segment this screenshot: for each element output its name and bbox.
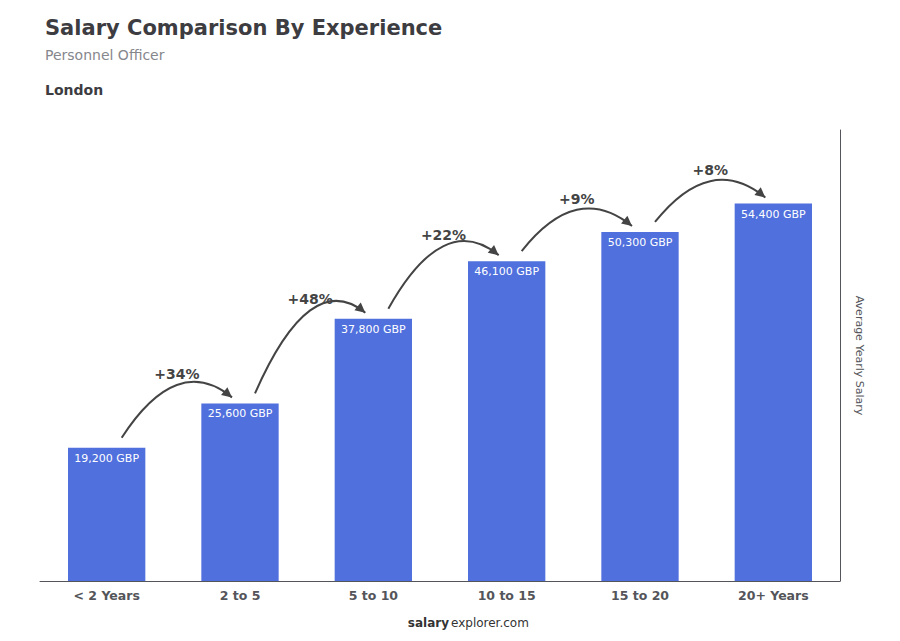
svg-text:< 2 Years: < 2 Years	[74, 588, 140, 603]
svg-text:25,600 GBP: 25,600 GBP	[208, 407, 273, 420]
svg-text:50,300 GBP: 50,300 GBP	[608, 236, 673, 249]
svg-text:54,400 GBP: 54,400 GBP	[741, 208, 806, 221]
svg-text:19,200 GBP: 19,200 GBP	[74, 452, 139, 465]
svg-text:Personnel Officer: Personnel Officer	[45, 47, 165, 63]
svg-text:+22%: +22%	[421, 227, 466, 243]
svg-text:20+ Years: 20+ Years	[738, 588, 809, 603]
svg-text:+8%: +8%	[692, 162, 728, 178]
svg-text:+34%: +34%	[154, 366, 199, 382]
svg-text:10 to 15: 10 to 15	[478, 588, 536, 603]
svg-text:15 to 20: 15 to 20	[611, 588, 669, 603]
svg-text:salary: salary	[408, 616, 449, 630]
svg-text:+48%: +48%	[288, 291, 333, 307]
svg-text:+9%: +9%	[559, 191, 595, 207]
svg-text:Salary Comparison By Experienc: Salary Comparison By Experience	[45, 16, 442, 40]
svg-text:London: London	[45, 82, 103, 98]
svg-text:Average Yearly Salary: Average Yearly Salary	[853, 296, 866, 416]
svg-text:46,100 GBP: 46,100 GBP	[474, 265, 539, 278]
svg-text:2 to 5: 2 to 5	[220, 588, 261, 603]
svg-text:37,800 GBP: 37,800 GBP	[341, 323, 406, 336]
svg-text:explorer.com: explorer.com	[451, 616, 529, 630]
svg-text:5 to 10: 5 to 10	[349, 588, 399, 603]
